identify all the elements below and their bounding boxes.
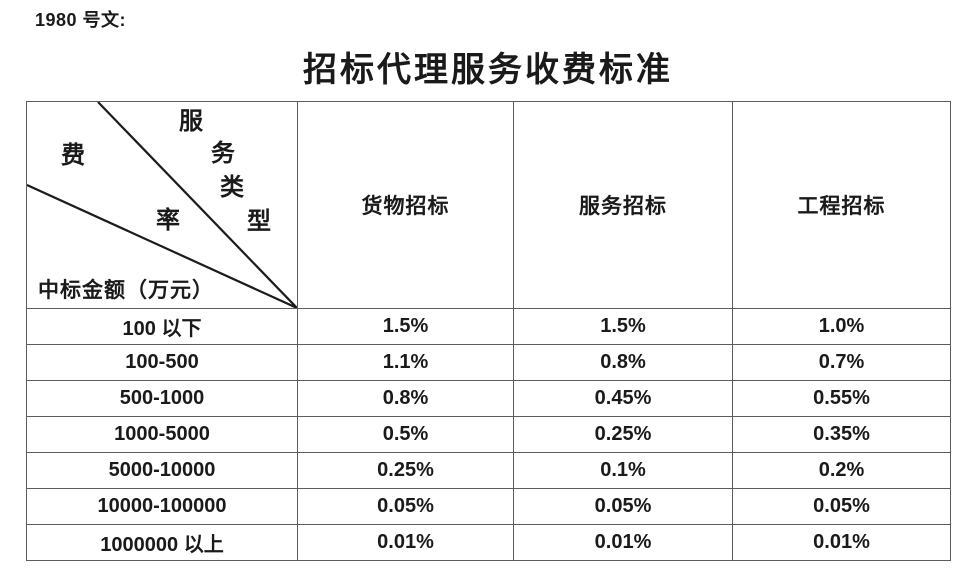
rate-cell-service: 0.01% <box>513 524 733 561</box>
rate-cell-service: 1.5% <box>513 308 733 345</box>
amount-cell: 100 以下 <box>26 308 298 345</box>
doc-ref: 1980 号文: <box>35 10 127 30</box>
column-header-goods: 货物招标 <box>297 101 514 309</box>
table-row: 5000-10000 0.25% 0.1% 0.2% <box>26 452 951 489</box>
diagonal-divider-lines <box>27 102 297 308</box>
table-row: 500-1000 0.8% 0.45% 0.55% <box>26 380 951 417</box>
rate-cell-engineering: 0.35% <box>732 416 951 453</box>
amount-cell: 500-1000 <box>26 380 298 417</box>
corner-char-type: 服 <box>179 109 203 135</box>
rate-cell-engineering: 0.55% <box>732 380 951 417</box>
rate-cell-engineering: 1.0% <box>732 308 951 345</box>
table-row: 100-500 1.1% 0.8% 0.7% <box>26 344 951 381</box>
corner-char-type: 务 <box>211 141 235 167</box>
table-row: 10000-100000 0.05% 0.05% 0.05% <box>26 488 951 525</box>
table-row: 1000-5000 0.5% 0.25% 0.35% <box>26 416 951 453</box>
rate-cell-goods: 0.01% <box>297 524 514 561</box>
header-row: 服 务 类 型 费 率 中标金额（万元） 货物招标 服务招标 工程招标 <box>26 101 951 309</box>
amount-cell: 10000-100000 <box>26 488 298 525</box>
rate-cell-goods: 0.8% <box>297 380 514 417</box>
rate-cell-engineering: 0.05% <box>732 488 951 525</box>
amount-axis-label: 中标金额（万元） <box>38 278 214 302</box>
rate-cell-service: 0.45% <box>513 380 733 417</box>
rate-cell-engineering: 0.7% <box>732 344 951 381</box>
corner-char-type: 类 <box>220 175 244 201</box>
column-header-service: 服务招标 <box>513 101 733 309</box>
rate-cell-service: 0.25% <box>513 416 733 453</box>
rate-cell-engineering: 0.2% <box>732 452 951 489</box>
amount-cell: 5000-10000 <box>26 452 298 489</box>
rate-cell-goods: 0.25% <box>297 452 514 489</box>
amount-cell: 1000000 以上 <box>26 524 298 561</box>
rate-cell-goods: 1.1% <box>297 344 514 381</box>
rate-cell-goods: 0.5% <box>297 416 514 453</box>
corner-cell: 服 务 类 型 费 率 中标金额（万元） <box>26 101 298 309</box>
fee-table: 服 务 类 型 费 率 中标金额（万元） 货物招标 服务招标 工程招标 100 … <box>26 101 951 561</box>
table-row: 100 以下 1.5% 1.5% 1.0% <box>26 308 951 345</box>
corner-char-fee: 率 <box>156 208 180 234</box>
rate-cell-service: 0.1% <box>513 452 733 489</box>
column-header-engineering: 工程招标 <box>732 101 951 309</box>
amount-cell: 100-500 <box>26 344 298 381</box>
rate-cell-service: 0.05% <box>513 488 733 525</box>
table-row: 1000000 以上 0.01% 0.01% 0.01% <box>26 524 951 561</box>
rate-cell-service: 0.8% <box>513 344 733 381</box>
corner-char-type: 型 <box>247 209 271 235</box>
rate-cell-goods: 1.5% <box>297 308 514 345</box>
page-title: 招标代理服务收费标准 <box>303 52 673 89</box>
rate-cell-goods: 0.05% <box>297 488 514 525</box>
amount-cell: 1000-5000 <box>26 416 298 453</box>
rate-cell-engineering: 0.01% <box>732 524 951 561</box>
corner-char-fee: 费 <box>61 143 85 169</box>
